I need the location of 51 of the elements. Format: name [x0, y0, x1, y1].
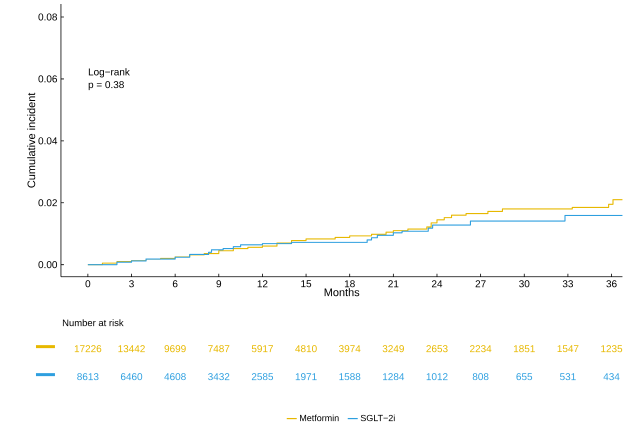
- x-tick-label: 30: [519, 280, 530, 288]
- text: 1851: [514, 345, 535, 352]
- x-tick-label: 9: [216, 280, 222, 288]
- x-tick-label: 27: [476, 280, 486, 288]
- text: 6460: [120, 373, 142, 380]
- x-tick-label: 6: [172, 280, 178, 288]
- x-tick-label: 15: [301, 280, 312, 288]
- annotation: Log−rank: [88, 68, 130, 78]
- text: 13442: [118, 345, 145, 352]
- text: 5917: [252, 345, 273, 352]
- text: 17226: [74, 345, 102, 352]
- x-tick-label: 21: [388, 280, 398, 288]
- text: 808: [472, 373, 488, 380]
- text: 7487: [208, 345, 230, 352]
- legend-label: Metformin: [300, 414, 339, 422]
- text: 4608: [164, 373, 186, 380]
- text: 4810: [295, 345, 317, 352]
- legend-label: SGLT−2i: [360, 414, 395, 422]
- y-tick-label: 0.02: [38, 199, 57, 206]
- text: 1284: [383, 373, 404, 380]
- text: 8613: [77, 373, 99, 380]
- text: 1012: [426, 373, 448, 380]
- y-tick-label: 0.08: [38, 14, 58, 21]
- x-tick-label: 36: [606, 280, 617, 288]
- y-tick-label: 0.00: [38, 261, 58, 268]
- x-axis-title: Months: [324, 288, 360, 296]
- text: Number at risk: [62, 319, 124, 326]
- text: 1235: [601, 345, 622, 352]
- text: 655: [516, 373, 532, 380]
- x-tick-label: 12: [258, 280, 268, 288]
- y-tick-label: 0.06: [38, 76, 58, 83]
- x-tick-label: 3: [129, 280, 134, 288]
- x-tick-label: 18: [344, 280, 355, 288]
- text: 3974: [339, 345, 360, 352]
- x-tick-label: 33: [562, 280, 574, 288]
- x-tick-label: 0: [85, 280, 90, 288]
- annotation: p = 0.38: [88, 81, 124, 90]
- text: 1588: [339, 373, 360, 380]
- x-tick-label: 24: [432, 280, 442, 288]
- text: 531: [560, 373, 576, 380]
- text: 1971: [296, 373, 317, 380]
- text: 434: [603, 373, 620, 380]
- text: 3432: [208, 373, 230, 380]
- text: 2234: [470, 345, 492, 352]
- text: 1547: [558, 345, 578, 352]
- text: 2653: [426, 345, 448, 352]
- text: 3249: [382, 345, 404, 352]
- y-axis-title: Cumulative incident: [27, 92, 36, 188]
- text: 9699: [164, 345, 186, 352]
- text: 2585: [252, 373, 274, 380]
- y-tick-label: 0.04: [38, 138, 58, 145]
